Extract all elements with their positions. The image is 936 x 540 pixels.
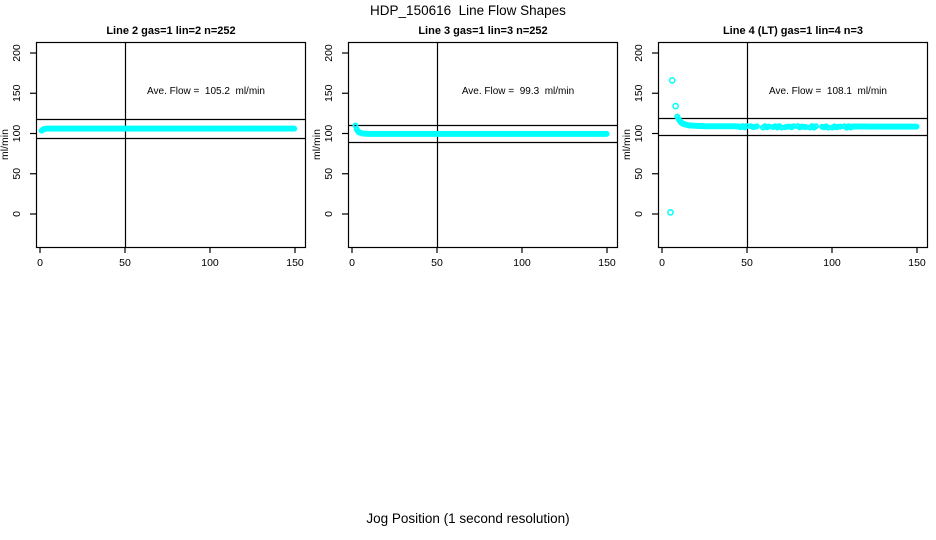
panel-plot: 0 50 100 150 200 0 50 100 150 ml/min xyxy=(312,41,619,269)
svg-text:150: 150 xyxy=(598,257,616,269)
svg-text:0: 0 xyxy=(37,257,43,269)
svg-text:ml/min: ml/min xyxy=(0,129,11,160)
svg-text:150: 150 xyxy=(286,257,304,269)
panel-title: Line 4 (LT) gas=1 lin=4 n=3 xyxy=(722,25,864,37)
figure-title: HDP_150616 Line Flow Shapes xyxy=(370,3,566,18)
svg-text:50: 50 xyxy=(633,168,645,180)
ave-flow-annotation: Ave. Flow = 99.3 ml/min xyxy=(461,86,575,97)
svg-text:0: 0 xyxy=(11,211,23,217)
svg-text:100: 100 xyxy=(323,125,335,143)
svg-text:0: 0 xyxy=(633,211,645,217)
svg-text:100: 100 xyxy=(513,257,531,269)
svg-text:50: 50 xyxy=(741,257,753,269)
svg-text:150: 150 xyxy=(11,84,23,102)
svg-text:100: 100 xyxy=(11,125,23,143)
svg-text:100: 100 xyxy=(633,125,645,143)
svg-text:200: 200 xyxy=(633,44,645,62)
x-axis-label: Jog Position (1 second resolution) xyxy=(366,511,570,526)
svg-text:50: 50 xyxy=(119,257,131,269)
svg-text:100: 100 xyxy=(201,257,219,269)
svg-text:50: 50 xyxy=(431,257,443,269)
svg-text:0: 0 xyxy=(349,257,355,269)
panel-title: Line 2 gas=1 lin=2 n=252 xyxy=(106,25,236,37)
panel-plot: 0 50 100 150 200 0 50 100 150 ml/min xyxy=(622,41,929,269)
svg-text:200: 200 xyxy=(11,44,23,62)
panel-title: Line 3 gas=1 lin=3 n=252 xyxy=(418,25,548,37)
panel-line-2: Line 2 gas=1 lin=2 n=252 Ave. Flow = 105… xyxy=(0,20,312,286)
svg-text:150: 150 xyxy=(323,84,335,102)
svg-text:100: 100 xyxy=(823,257,841,269)
ave-flow-annotation: Ave. Flow = 105.2 ml/min xyxy=(147,86,265,97)
svg-text:50: 50 xyxy=(323,168,335,180)
svg-text:200: 200 xyxy=(323,44,335,62)
svg-text:ml/min: ml/min xyxy=(312,129,323,160)
svg-text:ml/min: ml/min xyxy=(622,129,633,160)
panel-line-3: Line 3 gas=1 lin=3 n=252 Ave. Flow = 99.… xyxy=(312,20,624,286)
panel-line-4-lt: Line 4 (LT) gas=1 lin=4 n=3 Ave. Flow = … xyxy=(622,20,934,286)
svg-text:0: 0 xyxy=(659,257,665,269)
svg-text:150: 150 xyxy=(633,84,645,102)
svg-text:50: 50 xyxy=(11,168,23,180)
svg-text:150: 150 xyxy=(908,257,926,269)
panel-plot: 0 50 100 150 200 0 50 100 150 ml/min xyxy=(0,41,307,269)
svg-text:0: 0 xyxy=(323,211,335,217)
ave-flow-annotation: Ave. Flow = 108.1 ml/min xyxy=(769,86,887,97)
